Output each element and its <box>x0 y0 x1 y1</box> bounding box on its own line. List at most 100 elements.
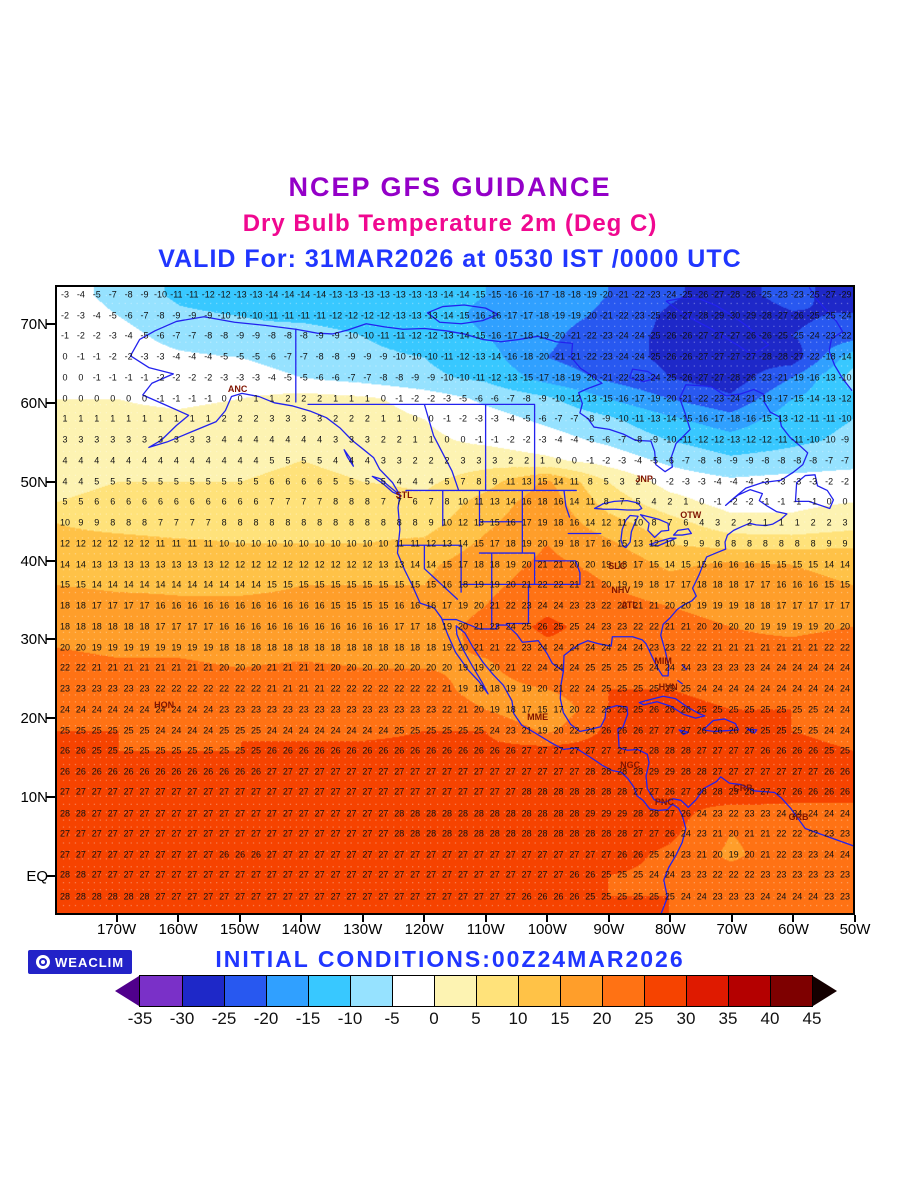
colorbar-right-arrow <box>813 976 837 1006</box>
lon-tick <box>730 915 733 922</box>
temp-value: 4 <box>142 455 148 466</box>
temp-value: 19 <box>776 621 787 632</box>
temp-value: 26 <box>537 621 548 632</box>
temp-value: 16 <box>282 600 293 611</box>
lon-tick <box>423 915 426 922</box>
temp-value: 23 <box>696 662 707 673</box>
temp-value: 15 <box>776 559 787 570</box>
temp-value: 17 <box>664 579 675 590</box>
temp-value: 1 <box>269 393 275 404</box>
temp-value: 14 <box>840 559 851 570</box>
temp-value: 14 <box>426 559 437 570</box>
temp-value: -18 <box>536 310 550 321</box>
temp-value: -9 <box>729 455 738 466</box>
colorbar-tick-label: 35 <box>718 1009 738 1028</box>
temp-value: 26 <box>792 745 803 756</box>
temp-value: 26 <box>378 745 389 756</box>
temp-value: -10 <box>806 434 820 445</box>
temp-value: -1 <box>156 393 165 404</box>
temp-value: -2 <box>522 434 531 445</box>
temp-value: 5 <box>205 476 211 487</box>
temp-value: -8 <box>315 351 324 362</box>
temp-value: 4 <box>62 476 68 487</box>
temp-value: 8 <box>476 476 482 487</box>
temp-value: 17 <box>139 600 150 611</box>
temp-value: 18 <box>75 621 86 632</box>
temp-value: 19 <box>489 704 500 715</box>
temp-value: -4 <box>570 434 579 445</box>
temp-value: 19 <box>457 662 468 673</box>
temp-value: 4 <box>173 455 179 466</box>
temp-value: 22 <box>601 600 612 611</box>
temp-value: 25 <box>696 704 707 715</box>
colorbar-body <box>139 975 813 1007</box>
temp-value: -14 <box>456 289 470 300</box>
temp-value: 21 <box>171 662 182 673</box>
station-label-grb: GRB <box>788 811 809 822</box>
temp-value: -23 <box>711 393 725 404</box>
lat-label-30n: 30N <box>20 631 48 649</box>
temp-value: -20 <box>551 330 565 341</box>
temp-value: -27 <box>727 330 741 341</box>
temp-value: 22 <box>696 642 707 653</box>
temp-value: 10 <box>235 538 246 549</box>
colorbar-tick-label: -5 <box>384 1009 400 1028</box>
temp-value: 25 <box>457 725 468 736</box>
temp-value: -14 <box>838 351 852 362</box>
temp-value: -1 <box>761 496 770 507</box>
temp-value: 27 <box>553 745 564 756</box>
temp-value: 16 <box>314 600 325 611</box>
temp-value: -11 <box>186 289 199 300</box>
temp-value: 18 <box>59 600 70 611</box>
temp-value: -22 <box>695 393 709 404</box>
temp-value: -27 <box>695 351 709 362</box>
temp-value: -27 <box>743 351 757 362</box>
temp-value: 4 <box>349 455 355 466</box>
temp-value: 10 <box>298 538 309 549</box>
temp-value: 21 <box>91 662 102 673</box>
temp-value: 5 <box>380 476 386 487</box>
temp-value: -6 <box>315 372 324 383</box>
temp-value: 15 <box>282 579 293 590</box>
temp-value: -8 <box>156 310 165 321</box>
temp-value: -24 <box>615 351 629 362</box>
temp-value: 3 <box>715 517 721 528</box>
colorbar-segment-30-to-35 <box>686 976 728 1006</box>
temp-value: 15 <box>346 600 357 611</box>
temp-value: 26 <box>712 725 723 736</box>
temp-value: 12 <box>362 559 373 570</box>
temp-value: 20 <box>824 621 835 632</box>
temp-value: -2 <box>108 351 117 362</box>
temp-value: 16 <box>410 600 421 611</box>
temp-value: -22 <box>583 330 597 341</box>
temp-value: 24 <box>59 704 70 715</box>
temp-value: 3 <box>269 413 275 424</box>
temp-value: 16 <box>330 621 341 632</box>
temp-value: 17 <box>585 538 596 549</box>
temp-value: -26 <box>743 289 757 300</box>
temp-value: 5 <box>173 476 179 487</box>
temp-value: -28 <box>727 289 741 300</box>
temp-value: 27 <box>728 745 739 756</box>
temp-value: 4 <box>189 455 195 466</box>
temp-value: 24 <box>330 725 341 736</box>
temp-value: 4 <box>110 455 116 466</box>
temp-value: 7 <box>157 517 163 528</box>
temp-value: 14 <box>171 579 182 590</box>
temp-value: 2 <box>349 413 355 424</box>
temp-value: 6 <box>237 496 243 507</box>
temp-value: -21 <box>567 330 581 341</box>
temp-value: 10 <box>330 538 341 549</box>
temp-value: 24 <box>696 683 707 694</box>
temp-value: 22 <box>235 683 246 694</box>
temp-value: 3 <box>460 455 466 466</box>
temp-value: 2 <box>731 517 737 528</box>
temp-value: 18 <box>617 559 628 570</box>
temp-value: 23 <box>648 642 660 653</box>
temp-value: 0 <box>826 496 832 507</box>
temp-value: 10 <box>362 538 373 549</box>
temp-value: 1 <box>94 413 100 424</box>
temp-value: 26 <box>394 745 405 756</box>
temp-value: 22 <box>426 683 437 694</box>
temp-value: -28 <box>758 351 772 362</box>
